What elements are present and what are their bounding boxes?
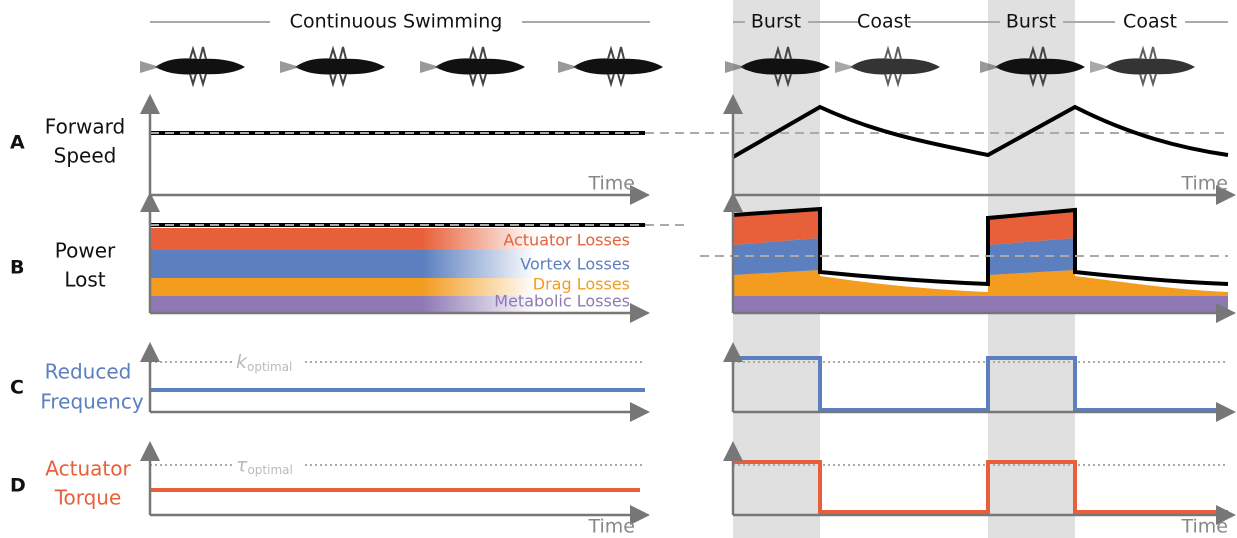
phase-label: Coast bbox=[1123, 11, 1177, 33]
panel-label: Torque bbox=[54, 486, 122, 510]
panel-letter: C bbox=[10, 377, 24, 399]
panel-letter: A bbox=[10, 132, 25, 154]
panel-letter: D bbox=[10, 475, 26, 497]
header-title: Continuous Swimming bbox=[290, 11, 503, 33]
figure: Continuous Swimming Burst Coast Burst Co… bbox=[0, 0, 1237, 538]
panel-label: Frequency bbox=[40, 390, 143, 414]
subscript: optimal bbox=[247, 463, 292, 477]
loss-label: Vortex Losses bbox=[520, 255, 630, 274]
panel-letter: B bbox=[10, 257, 24, 279]
subscript: optimal bbox=[247, 360, 292, 374]
axis-label: Time bbox=[588, 173, 636, 195]
axis-label: Time bbox=[588, 516, 636, 538]
axis-label: Time bbox=[1181, 516, 1229, 538]
phase-label: Burst bbox=[1006, 11, 1056, 33]
loss-label: Metabolic Losses bbox=[494, 292, 630, 311]
panel-label: Speed bbox=[54, 144, 117, 168]
panel-label: Power bbox=[55, 239, 116, 263]
burst-losses bbox=[733, 210, 1228, 313]
symbol: τ bbox=[236, 454, 248, 476]
phase-label: Coast bbox=[857, 11, 911, 33]
panel-label: Lost bbox=[64, 268, 105, 292]
panel-label: Forward bbox=[45, 115, 125, 139]
panel-label: Actuator bbox=[45, 457, 131, 481]
axis-label: Time bbox=[1181, 173, 1229, 195]
panel-label: Reduced bbox=[45, 360, 132, 384]
loss-label: Actuator Losses bbox=[503, 231, 630, 250]
phase-label: Burst bbox=[751, 11, 801, 33]
